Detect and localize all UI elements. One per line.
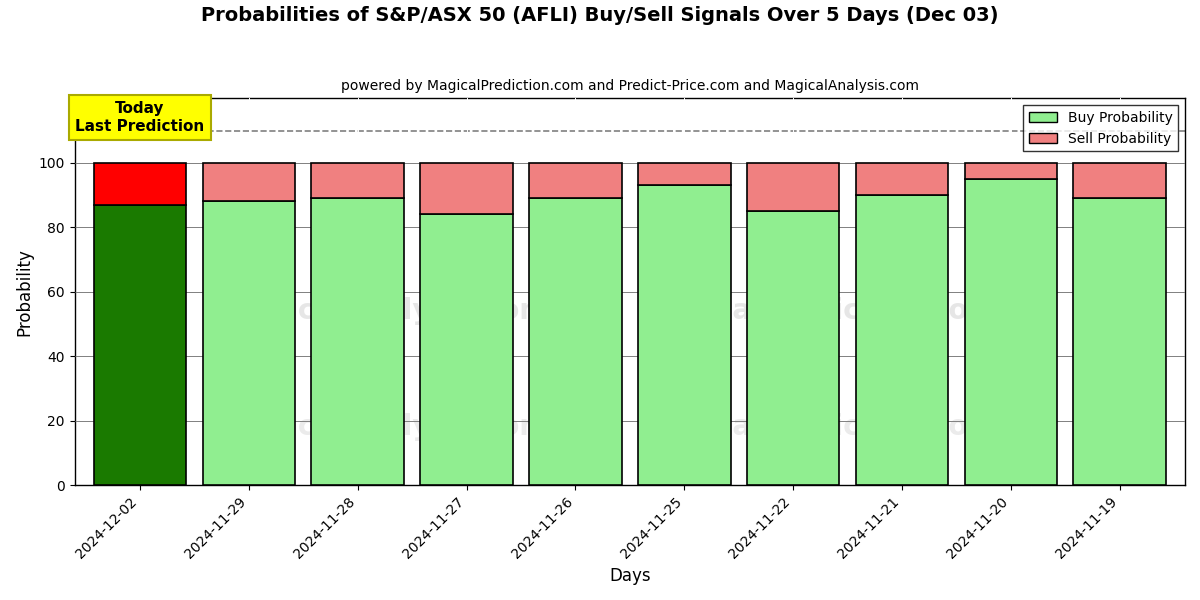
Bar <box>638 185 731 485</box>
Bar <box>856 163 948 195</box>
Bar <box>94 205 186 485</box>
Bar <box>203 202 295 485</box>
Legend: Buy Probability, Sell Probability: Buy Probability, Sell Probability <box>1024 105 1178 151</box>
Text: Probabilities of S&P/ASX 50 (AFLI) Buy/Sell Signals Over 5 Days (Dec 03): Probabilities of S&P/ASX 50 (AFLI) Buy/S… <box>202 6 998 25</box>
Bar <box>965 179 1057 485</box>
Bar <box>420 214 512 485</box>
Bar <box>203 163 295 202</box>
Text: Today
Last Prediction: Today Last Prediction <box>76 101 204 134</box>
Bar <box>856 195 948 485</box>
Bar <box>94 163 186 205</box>
Y-axis label: Probability: Probability <box>16 248 34 335</box>
Bar <box>529 198 622 485</box>
Bar <box>529 163 622 198</box>
Bar <box>746 211 839 485</box>
Bar <box>312 198 404 485</box>
Text: MagicalAnalysis.com: MagicalAnalysis.com <box>222 413 548 441</box>
Bar <box>1074 198 1166 485</box>
Bar <box>420 163 512 214</box>
Text: MagicalPrediction.com: MagicalPrediction.com <box>641 413 997 441</box>
Bar <box>746 163 839 211</box>
Title: powered by MagicalPrediction.com and Predict-Price.com and MagicalAnalysis.com: powered by MagicalPrediction.com and Pre… <box>341 79 919 93</box>
Text: MagicalPrediction.com: MagicalPrediction.com <box>641 297 997 325</box>
X-axis label: Days: Days <box>610 567 650 585</box>
Bar <box>1074 163 1166 198</box>
Bar <box>965 163 1057 179</box>
Text: MagicalAnalysis.com: MagicalAnalysis.com <box>222 297 548 325</box>
Bar <box>638 163 731 185</box>
Bar <box>312 163 404 198</box>
